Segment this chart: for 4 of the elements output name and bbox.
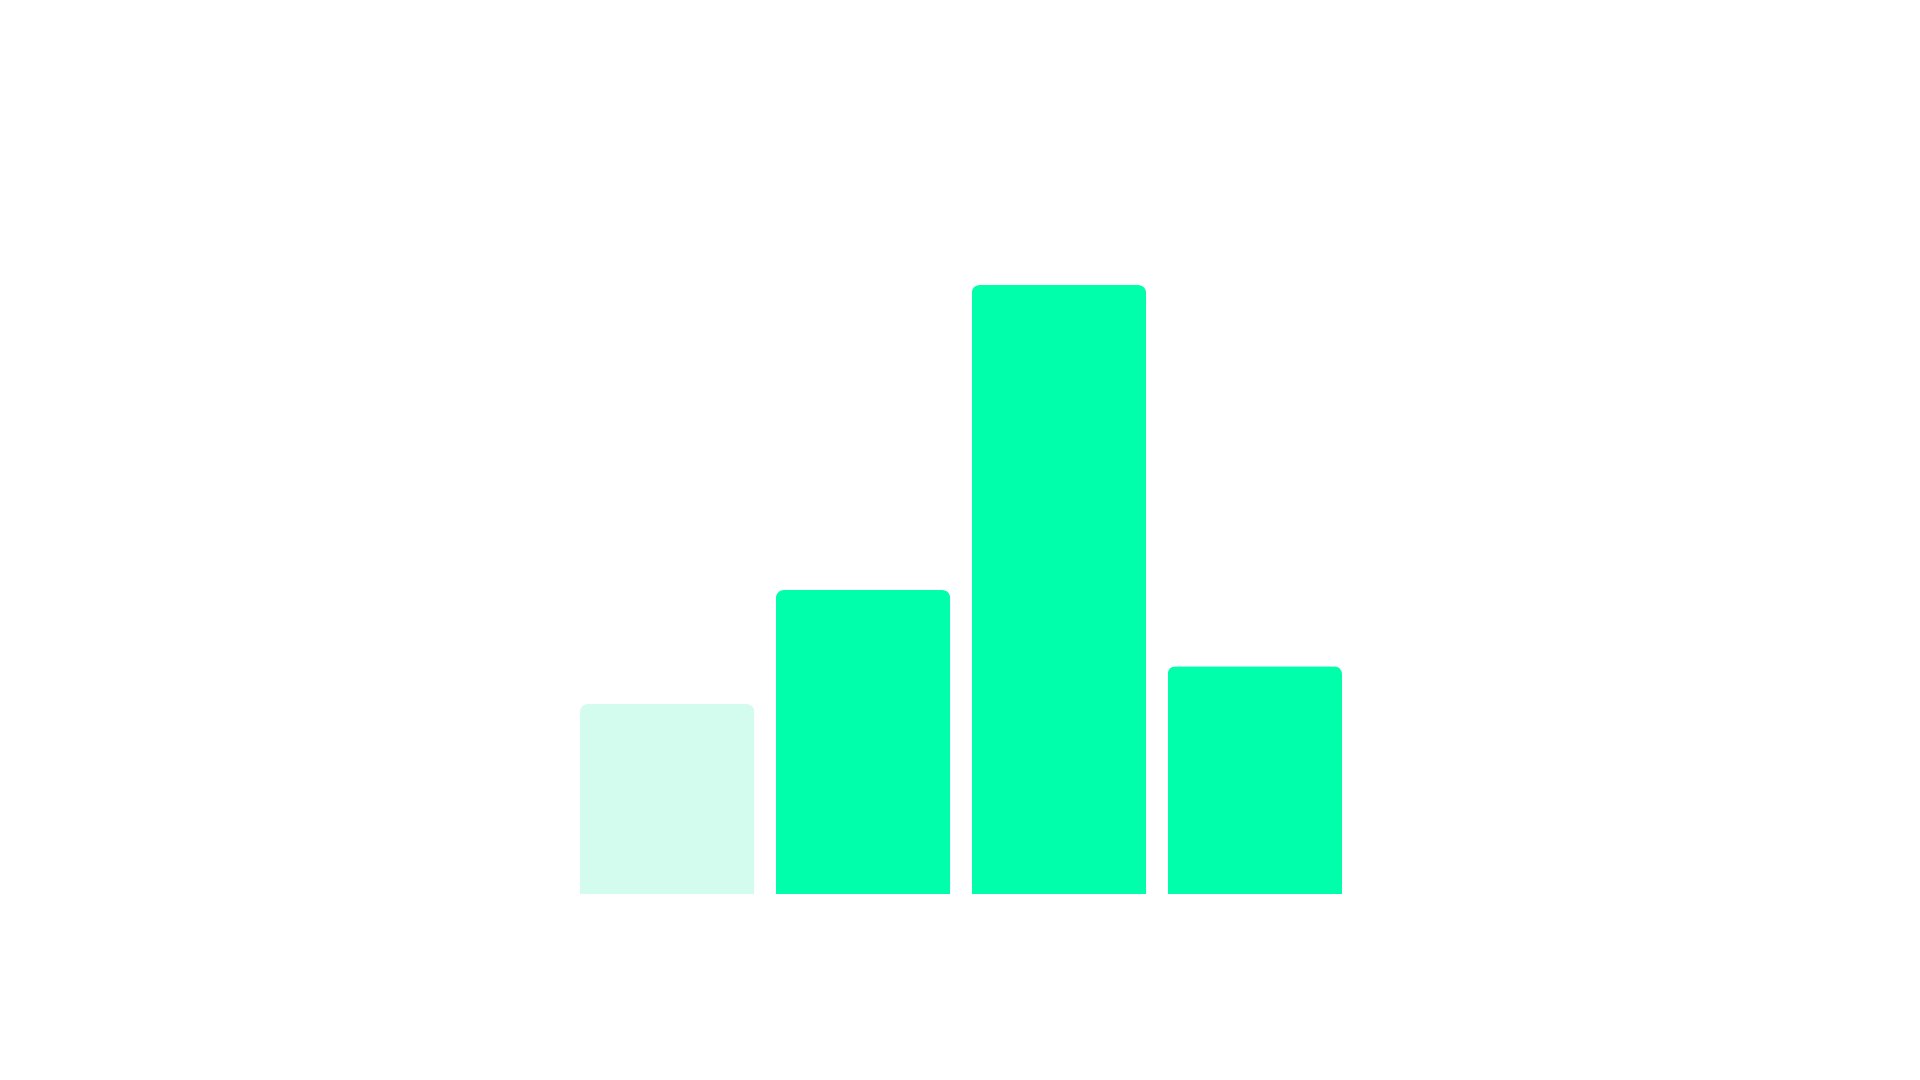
bar bbox=[971, 285, 1147, 894]
bar bbox=[580, 703, 755, 894]
bar bbox=[775, 590, 951, 894]
bar bbox=[1167, 666, 1342, 894]
